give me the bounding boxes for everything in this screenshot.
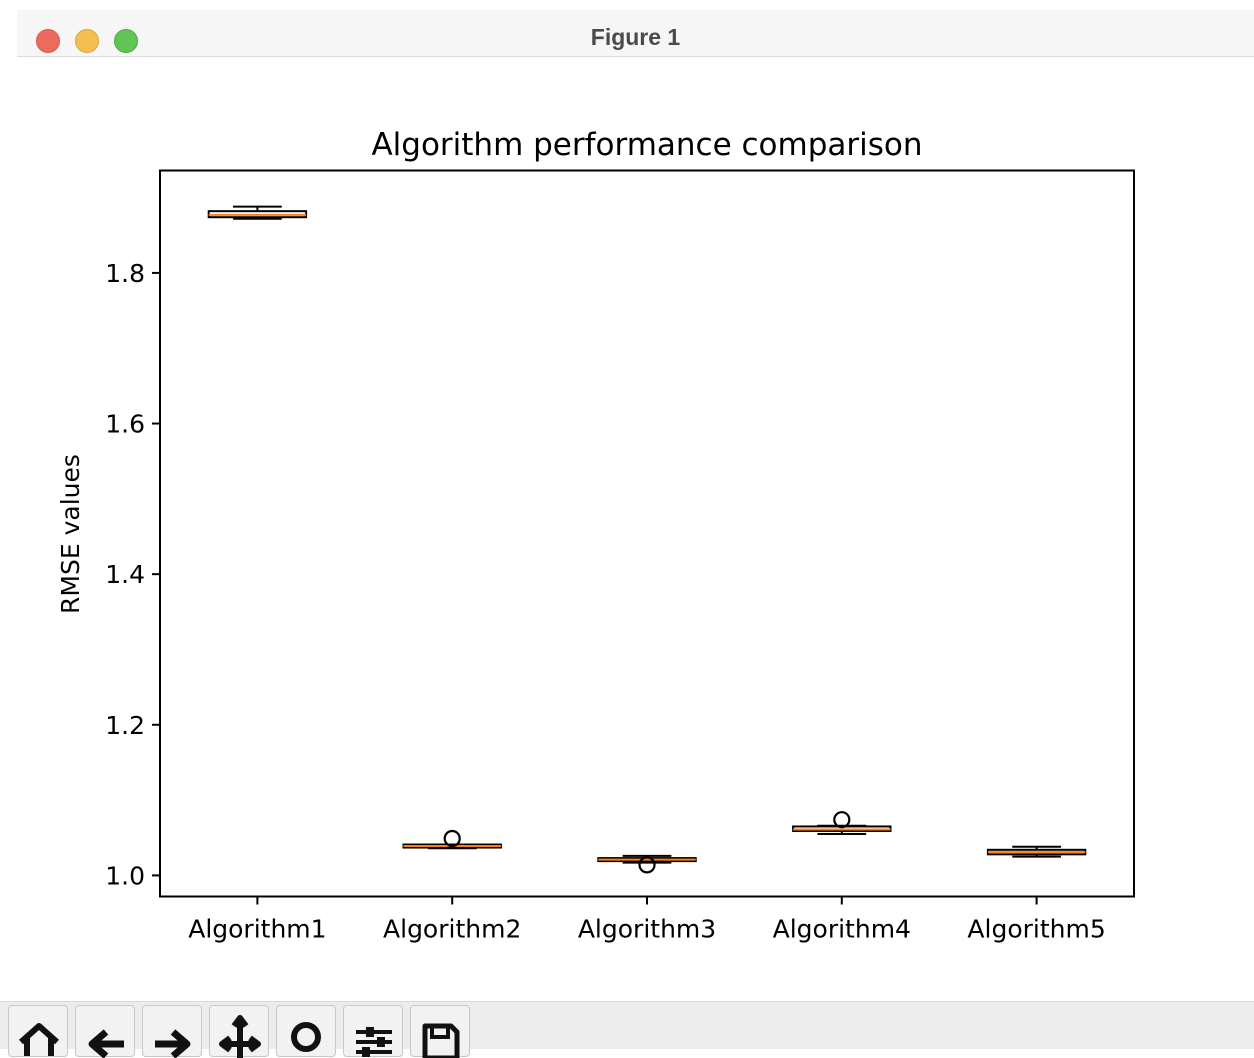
home-icon — [19, 1023, 59, 1056]
back-button[interactable] — [75, 1005, 135, 1058]
outlier-point — [443, 829, 461, 848]
axes-frame — [159, 169, 1135, 898]
close-window-button[interactable] — [36, 29, 60, 53]
chart-title: Algorithm performance comparison — [371, 127, 922, 163]
box-algorithm3 — [597, 854, 697, 874]
y-tick-label: 1.4 — [105, 560, 145, 589]
box-algorithm4 — [792, 811, 892, 835]
forward-arrow-icon — [155, 1029, 191, 1058]
pan-button[interactable] — [209, 1005, 269, 1058]
x-tick-label: Algorithm3 — [578, 915, 716, 944]
forward-button[interactable] — [142, 1005, 202, 1058]
home-button[interactable] — [8, 1005, 68, 1057]
pan-icon — [219, 1015, 261, 1058]
window-titlebar: Figure 1 — [17, 10, 1254, 57]
navigation-toolbar — [0, 1001, 1254, 1058]
boxplot-chart: Algorithm performance comparison RMSE va… — [56, 127, 1135, 944]
y-tick-label: 1.6 — [105, 410, 145, 439]
save-button[interactable] — [410, 1005, 470, 1058]
back-arrow-icon — [88, 1029, 124, 1058]
y-tick-label: 1.8 — [105, 259, 145, 288]
x-tick-label: Algorithm5 — [967, 915, 1105, 944]
minimize-window-button[interactable] — [75, 29, 99, 53]
zoom-button[interactable] — [276, 1005, 336, 1057]
box-algorithm2 — [402, 829, 502, 850]
x-tick-label: Algorithm1 — [188, 915, 326, 944]
configure-subplots-button[interactable] — [343, 1005, 403, 1057]
outlier-point — [833, 811, 851, 829]
configure-subplots-icon — [356, 1027, 392, 1057]
box-algorithm1 — [207, 205, 308, 220]
x-tick-label: Algorithm2 — [383, 915, 521, 944]
maximize-window-button[interactable] — [114, 29, 138, 53]
box-algorithm5 — [986, 845, 1087, 858]
x-tick-label: Algorithm4 — [773, 915, 911, 944]
y-tick-label: 1.2 — [105, 711, 145, 740]
y-tick-label: 1.0 — [105, 861, 145, 890]
outlier-point — [638, 856, 656, 874]
y-axis-label: RMSE values — [56, 454, 85, 614]
zoom-icon — [291, 1022, 321, 1052]
window-title: Figure 1 — [590, 24, 681, 50]
save-icon — [422, 1023, 460, 1058]
